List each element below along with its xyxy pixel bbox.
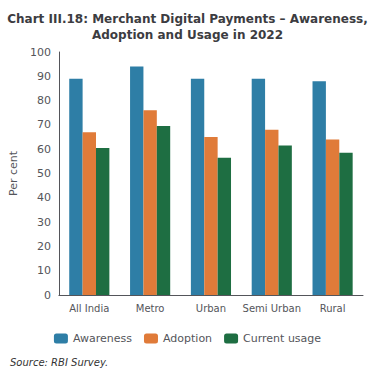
svg-text:Rural: Rural: [320, 303, 346, 314]
svg-text:Metro: Metro: [136, 303, 165, 314]
svg-text:10: 10: [37, 264, 51, 277]
svg-text:70: 70: [37, 118, 51, 131]
svg-text:90: 90: [37, 70, 51, 83]
svg-text:Semi Urban: Semi Urban: [243, 303, 301, 314]
svg-text:Source: RBI Survey.: Source: RBI Survey.: [10, 357, 108, 368]
svg-text:0: 0: [44, 289, 51, 302]
svg-text:30: 30: [37, 216, 51, 229]
svg-text:80: 80: [37, 94, 51, 107]
svg-text:Chart III.18: Merchant Digital: Chart III.18: Merchant Digital Payments …: [7, 12, 368, 26]
svg-text:Adoption: Adoption: [163, 332, 212, 345]
svg-text:Urban: Urban: [196, 303, 226, 314]
svg-text:60: 60: [37, 143, 51, 156]
svg-text:100: 100: [30, 46, 51, 59]
svg-text:Adoption and Usage in 2022: Adoption and Usage in 2022: [92, 28, 283, 42]
svg-text:40: 40: [37, 191, 51, 204]
svg-text:50: 50: [37, 167, 51, 180]
svg-text:All India: All India: [69, 303, 109, 314]
svg-text:Current usage: Current usage: [243, 332, 321, 345]
svg-text:20: 20: [37, 240, 51, 253]
svg-text:Awareness: Awareness: [73, 332, 132, 345]
svg-text:Per cent: Per cent: [7, 150, 20, 196]
